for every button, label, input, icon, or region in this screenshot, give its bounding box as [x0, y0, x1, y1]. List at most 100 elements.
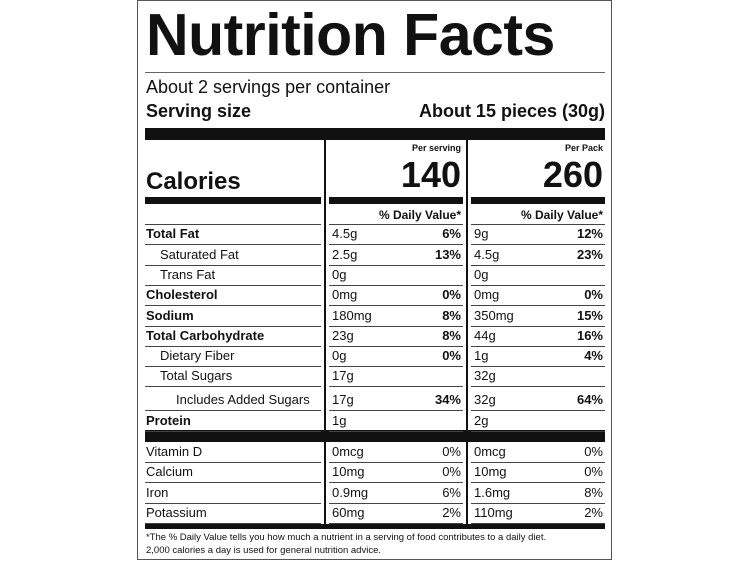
rule: [145, 264, 321, 266]
rule: [145, 72, 605, 73]
column-heading: Per Pack: [564, 143, 603, 153]
rule: [145, 366, 321, 368]
amount: 23g: [332, 327, 354, 343]
nutrient-name: Potassium: [146, 505, 207, 520]
amount: 0mcg: [332, 443, 364, 459]
rule: [145, 430, 321, 432]
daily-value: 34%: [434, 392, 461, 408]
amount: 0mg: [332, 287, 358, 303]
daily-value: 6%: [442, 226, 461, 242]
rule: [329, 502, 463, 504]
amount: 0mg: [474, 287, 500, 303]
calories-label: Calories: [146, 168, 241, 195]
rule: [471, 461, 605, 463]
rule: [329, 345, 463, 347]
thick-rule: [145, 128, 605, 140]
rule: [145, 325, 321, 327]
rule: [471, 264, 605, 266]
rule: [329, 244, 463, 246]
rule: [329, 482, 463, 483]
amount: 44g: [474, 327, 496, 343]
rule: [145, 224, 321, 225]
dv-heading: % Daily Value*: [378, 208, 461, 222]
thick-rule: [145, 197, 321, 204]
thick-rule: [145, 524, 605, 529]
rule: [329, 305, 463, 307]
amount: 32g: [474, 368, 496, 384]
rule: [145, 461, 321, 463]
column-heading: Per serving: [411, 143, 461, 153]
rule: [471, 284, 605, 286]
amount: 110mg: [474, 505, 513, 520]
daily-value: 8%: [442, 327, 461, 343]
daily-value: 0%: [442, 464, 461, 479]
rule: [329, 461, 463, 463]
calories-value: 140: [400, 154, 461, 195]
amount: 4.5g: [474, 246, 500, 262]
rule: [145, 244, 321, 246]
rule: [329, 366, 463, 368]
amount: 4.5g: [332, 226, 358, 242]
daily-value: 0%: [584, 287, 603, 303]
amount: 350mg: [474, 307, 514, 323]
amount: 0mcg: [474, 443, 506, 459]
footnote: 2,000 calories a day is used for general…: [146, 545, 381, 556]
rule: [145, 523, 321, 524]
nutrient-name: Cholesterol: [146, 287, 218, 303]
rule: [145, 410, 321, 412]
nutrient-name: Total Sugars: [160, 368, 233, 384]
amount: 10mg: [332, 464, 365, 479]
rule: [471, 482, 605, 483]
nutrient-name: Trans Fat: [160, 266, 216, 282]
nutrient-name: Saturated Fat: [160, 246, 239, 262]
nutrient-name: Dietary Fiber: [160, 348, 235, 364]
daily-value: 4%: [584, 348, 603, 364]
title: Nutrition Facts: [146, 2, 555, 68]
calories-value: 260: [542, 154, 603, 195]
daily-value: 64%: [576, 392, 603, 408]
rule: [471, 410, 605, 412]
thick-rule: [145, 430, 605, 442]
amount: 9g: [474, 226, 489, 242]
footnote: *The % Daily Value tells you how much a …: [146, 532, 547, 543]
amount: 2g: [474, 412, 489, 428]
rule: [471, 523, 605, 524]
nutrient-name: Vitamin D: [146, 443, 203, 459]
amount: 180mg: [332, 307, 372, 323]
rule: [329, 386, 463, 388]
label-frame: [137, 0, 612, 560]
daily-value: 6%: [442, 484, 461, 500]
nutrient-name: Iron: [146, 484, 169, 500]
rule: [329, 264, 463, 266]
servings: About 2 servings per container: [146, 77, 391, 97]
rule: [145, 482, 321, 483]
daily-value: 2%: [584, 505, 603, 520]
daily-value: 8%: [584, 484, 603, 500]
daily-value: 13%: [434, 246, 461, 262]
rule: [329, 430, 463, 432]
amount: 0g: [474, 266, 489, 282]
nutrient-name: Includes Added Sugars: [176, 392, 310, 408]
amount: 2.5g: [332, 246, 358, 262]
rule: [329, 325, 463, 327]
daily-value: 23%: [576, 246, 603, 262]
rule: [471, 224, 605, 225]
daily-value: 0%: [584, 443, 603, 459]
rule: [471, 325, 605, 327]
daily-value: 8%: [442, 307, 461, 323]
rule: [329, 523, 463, 524]
rule: [145, 502, 321, 504]
amount: 10mg: [474, 464, 507, 479]
thick-rule: [329, 197, 463, 204]
nutrient-name: Protein: [146, 412, 191, 428]
daily-value: 0%: [584, 464, 603, 479]
nutrient-name: Total Fat: [146, 226, 200, 242]
rule: [471, 244, 605, 246]
daily-value: 0%: [442, 348, 461, 364]
rule: [471, 366, 605, 368]
nutrient-name: Total Carbohydrate: [146, 327, 265, 343]
daily-value: 0%: [442, 287, 461, 303]
thick-rule: [471, 197, 605, 204]
amount: 0g: [332, 266, 347, 282]
